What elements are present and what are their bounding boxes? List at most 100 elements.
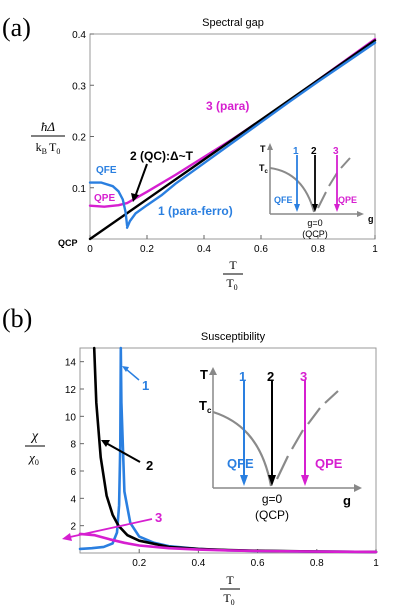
panel-b-title: Susceptibility (201, 331, 266, 343)
x-tick-label: 0.8 (310, 558, 324, 569)
inset-a-arrow-2-head (312, 204, 318, 212)
panel-b-xlabel-den: T0 (223, 591, 234, 607)
panel-a-ylabel-num: ħΔ (41, 119, 56, 134)
series-line-3 (88, 181, 129, 227)
inset-a-qcp-label: (QCP) (302, 229, 328, 239)
panel-a-qfe-label: QFE (96, 165, 117, 176)
inset-a-arrow-1-head (294, 204, 300, 212)
x-tick-label: 1 (373, 558, 379, 569)
inset-a-crossover-dashed (317, 157, 351, 209)
panel-a-label-1: 1 (para-ferro) (158, 204, 233, 218)
inset-a-arrow-1-label: 1 (293, 146, 299, 157)
y-tick-label: 12 (65, 385, 77, 396)
inset-b-qcp-label: (QCP) (255, 508, 289, 522)
panel-b-label-3: 3 (155, 510, 162, 525)
panel-a: (a) Spectral gap 0.1 0.2 0.3 0.4 0 0.2 0.4 0.6… (2, 13, 378, 292)
inset-b-g-arrowhead (354, 484, 362, 492)
panel-b-label-1: 1 (142, 378, 149, 393)
y-tick-label: 0.2 (72, 133, 86, 144)
inset-a-arrow-2-label: 2 (311, 146, 317, 157)
y-tick-label: 0.1 (72, 184, 86, 195)
inset-b-arrow-2-head (268, 475, 276, 486)
x-tick-label: 0.2 (140, 244, 154, 255)
y-tick-label: 6 (70, 467, 76, 478)
inset-b-arrow-2-label: 2 (267, 369, 274, 384)
panel-b-plot-frame (79, 347, 377, 554)
x-tick-label: 0.8 (311, 244, 325, 255)
panel-a-inset: T Tc 1 2 3 QFE QPE g g=0 (QCP) (259, 143, 374, 239)
y-tick-label: 4 (70, 494, 76, 505)
panel-b-label-1-arrowhead (122, 366, 129, 372)
inset-a-t-label: T (260, 144, 266, 154)
y-tick-label: 8 (70, 440, 76, 451)
y-tick-label: 10 (65, 412, 77, 423)
series-line-1 (78, 346, 378, 554)
x-tick-label: 0.6 (251, 558, 265, 569)
panel-a-label-3: 3 (para) (206, 99, 249, 113)
inset-b-crossover-dashed (276, 390, 339, 480)
inset-a-g0-label: g=0 (307, 218, 322, 228)
panel-b-label-3-arrow (69, 518, 153, 538)
panel-a-y-ticks: 0.1 0.2 0.3 0.4 (72, 30, 94, 195)
panel-b-label-2-arrow (105, 442, 141, 463)
panel-a-ylabel-den: kB T0 (36, 140, 61, 156)
series-line-4 (125, 41, 377, 229)
inset-a-arrow-3-head (334, 204, 340, 212)
panel-a-xlabel: T T0 (223, 258, 243, 292)
panel-a-qpe-label: QPE (94, 193, 115, 204)
x-tick-label: 0.4 (197, 244, 211, 255)
panel-b-inset: T Tc 1 2 3 QFE QPE g g=0 (QCP) (199, 367, 362, 522)
panel-b-label-2-arrowhead (101, 440, 110, 447)
panel-b-label-1-arrow (125, 368, 140, 381)
panel-a-label-2-arrowhead (131, 193, 139, 202)
inset-a-arrow-3-label: 3 (333, 146, 339, 157)
panel-b-xlabel-num: T (226, 573, 234, 587)
inset-a-g-label: g (368, 214, 374, 224)
panel-b-label: (b) (2, 304, 32, 333)
panel-a-label-2-arrow (134, 163, 148, 198)
series-line-3 (78, 532, 378, 554)
x-tick-label: 0.4 (191, 558, 205, 569)
panel-a-xlabel-den: T0 (226, 276, 237, 292)
panel-b-ylabel-num: χ (30, 429, 39, 444)
y-tick-label: 0.4 (72, 30, 86, 41)
inset-a-qfe-label: QFE (274, 195, 293, 205)
inset-b-t-label: T (200, 367, 208, 382)
y-tick-label: 2 (70, 522, 76, 533)
panel-b-label-2: 2 (146, 458, 153, 473)
panel-b-label-3-arrowhead (62, 533, 72, 541)
panel-b-xlabel: T T0 (220, 573, 240, 607)
panel-a-label: (a) (2, 13, 31, 42)
panel-b-y-ticks: 2 4 6 8 10 12 14 (65, 358, 84, 533)
panel-a-qcp-label: QCP (58, 238, 78, 248)
inset-b-arrow-1-label: 1 (239, 369, 246, 384)
y-tick-label: 0.3 (72, 81, 86, 92)
panel-a-x-ticks: 0 0.2 0.4 0.6 0.8 1 (87, 235, 378, 255)
inset-a-tc-label: Tc (259, 163, 269, 175)
inset-a-t-arrowhead (267, 143, 273, 150)
inset-a-phase-boundary (269, 167, 315, 213)
inset-b-arrow-3-label: 3 (300, 369, 307, 384)
inset-b-qfe-label: QFE (227, 456, 254, 471)
panel-a-xlabel-num: T (229, 258, 237, 272)
inset-a-g-arrowhead (357, 211, 364, 217)
inset-b-tc-label: Tc (199, 398, 212, 415)
inset-b-arrow-3-head (301, 475, 309, 486)
inset-b-g0-label: g=0 (262, 492, 283, 506)
panel-a-label-2: 2 (QC):Δ~T (130, 149, 194, 163)
inset-b-qpe-label: QPE (315, 456, 343, 471)
inset-b-phase-boundary (212, 410, 273, 487)
panel-a-title: Spectral gap (202, 17, 264, 29)
x-tick-label: 0.6 (254, 244, 268, 255)
series-line-2 (88, 39, 377, 241)
panel-b-series (78, 346, 378, 554)
panel-b-ylabel-den: χ0 (27, 450, 39, 467)
inset-b-arrow-1-head (240, 475, 248, 486)
x-tick-label: 0.2 (132, 558, 146, 569)
inset-b-t-arrowhead (209, 367, 217, 375)
inset-b-g-label: g (343, 493, 351, 508)
y-tick-label: 14 (65, 358, 77, 369)
x-tick-label: 0 (87, 244, 93, 255)
